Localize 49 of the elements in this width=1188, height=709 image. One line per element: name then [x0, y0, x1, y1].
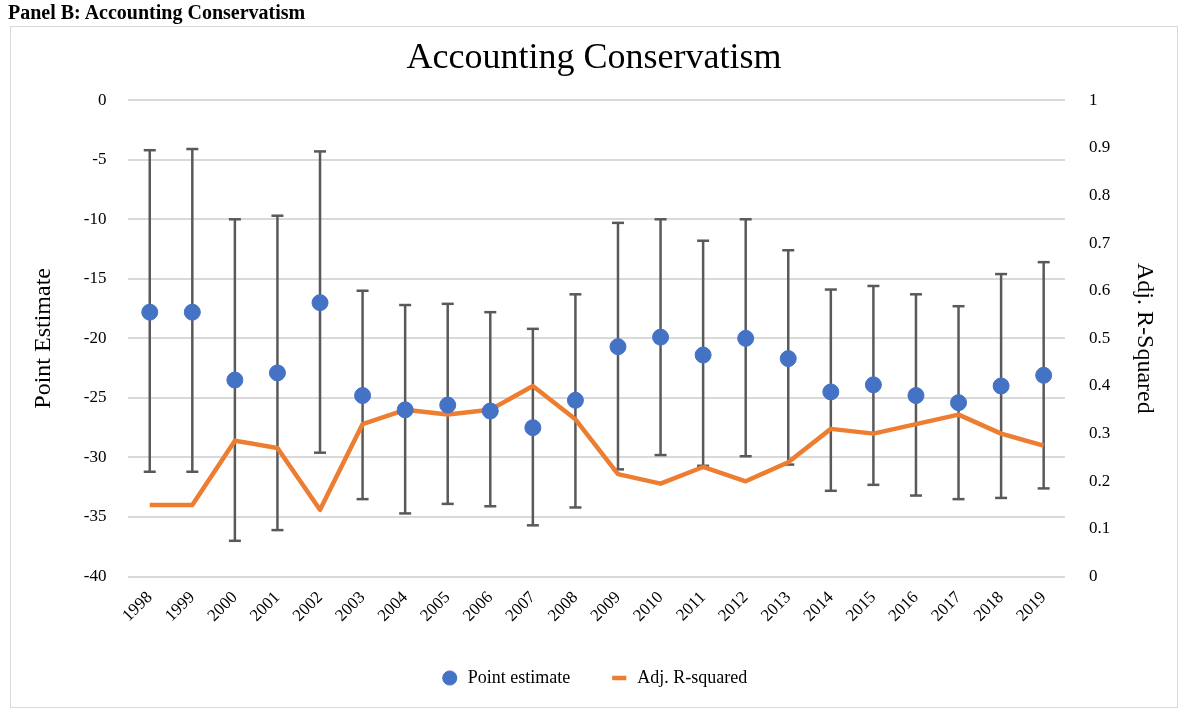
point	[524, 419, 542, 437]
y2-tick-label: 0.2	[1088, 470, 1111, 490]
point	[822, 383, 840, 401]
y-tick-label: -40	[83, 566, 107, 585]
x-tick-label: 2011	[672, 587, 710, 625]
point	[950, 394, 968, 412]
point	[226, 371, 244, 389]
y2-tick-label: 0.8	[1088, 184, 1111, 204]
y2-axis-title: Adj. R-Squared	[1133, 263, 1160, 414]
y2-tick-label: 0.4	[1088, 375, 1111, 395]
point	[439, 396, 457, 414]
y-tick-label: -20	[83, 327, 107, 347]
point	[609, 338, 627, 356]
y2-tick-label: 1	[1088, 89, 1098, 109]
y2-tick-label: 0	[1088, 566, 1098, 585]
y2-tick-label: 0.9	[1088, 137, 1111, 157]
point	[779, 350, 797, 368]
y-tick-label: -5	[92, 149, 107, 169]
point	[566, 391, 584, 409]
point	[396, 401, 414, 419]
point	[694, 346, 712, 364]
y2-tick-label: 0.7	[1088, 232, 1111, 252]
point	[183, 303, 201, 321]
point	[864, 376, 882, 394]
y2-tick-label: 0.5	[1088, 327, 1111, 347]
chart-title: Accounting Conservatism	[406, 36, 782, 77]
y-tick-label: -15	[83, 268, 107, 288]
point	[737, 329, 755, 347]
legend-label: Point estimate	[467, 666, 571, 687]
y2-tick-label: 0.6	[1088, 280, 1111, 300]
point	[268, 364, 286, 382]
y2-tick-label: 0.1	[1088, 518, 1111, 538]
y-axis-title: Point Estimate	[28, 268, 55, 409]
point	[1035, 366, 1053, 384]
point	[141, 303, 159, 321]
y2-tick-label: 0.3	[1088, 423, 1111, 443]
point	[311, 294, 329, 312]
point	[907, 387, 925, 405]
y-tick-label: -25	[83, 387, 107, 407]
point	[354, 387, 372, 405]
y-tick-label: 0	[97, 89, 107, 109]
point	[992, 377, 1010, 395]
y-tick-label: -35	[83, 506, 107, 526]
text: Panel B: Accounting Conservatism	[8, 0, 306, 24]
legend-label: Adj. R-squared	[637, 666, 748, 687]
point	[652, 328, 670, 346]
point	[481, 402, 499, 420]
y-tick-label: -30	[83, 446, 107, 466]
y-tick-label: -10	[83, 208, 107, 228]
